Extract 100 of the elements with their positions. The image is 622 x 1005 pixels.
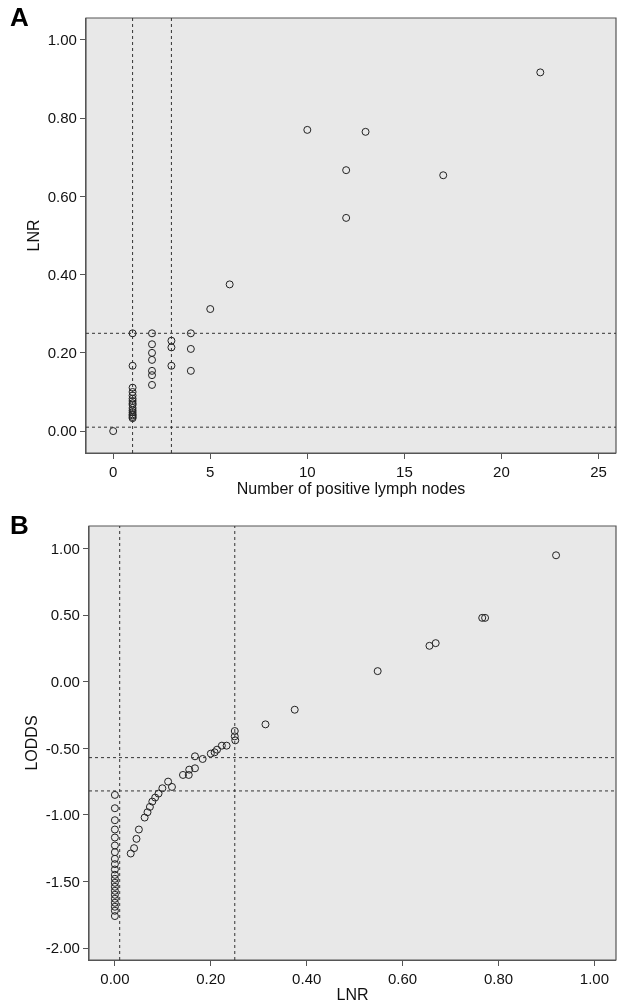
x-tick-label: 0.80: [483, 970, 514, 988]
x-axis-title: LNR: [336, 985, 369, 1003]
y-axis-title: LODDS: [22, 715, 40, 771]
point: [110, 882, 119, 891]
point: [128, 391, 137, 400]
point: [303, 125, 312, 134]
point: [110, 833, 119, 842]
chart-title: A: [10, 2, 29, 32]
point: [167, 343, 176, 352]
point: [109, 427, 118, 436]
point: [431, 639, 440, 648]
point: [128, 383, 137, 392]
point: [110, 870, 119, 879]
point: [552, 551, 561, 560]
point: [110, 874, 119, 883]
point: [342, 213, 351, 222]
x-tick-label: 25: [590, 463, 607, 481]
point: [148, 348, 157, 357]
point: [154, 789, 163, 798]
point: [110, 886, 119, 895]
y-tick-label: 0.60: [47, 187, 77, 205]
y-tick-label: 0.50: [50, 606, 80, 624]
point: [361, 127, 370, 136]
point: [222, 741, 231, 750]
point: [128, 329, 137, 338]
point: [231, 736, 240, 745]
y-tick-label: 0.40: [47, 265, 77, 283]
x-tick-label: 10: [298, 463, 316, 481]
point: [134, 825, 143, 834]
point: [110, 841, 119, 850]
chart-title: B: [10, 510, 29, 540]
point: [110, 854, 119, 863]
point: [225, 280, 234, 289]
point: [148, 797, 157, 806]
point: [110, 894, 119, 903]
point: [198, 754, 207, 763]
point: [167, 782, 176, 791]
x-tick-label: 1.00: [579, 970, 610, 988]
y-tick-label: -1.00: [45, 806, 80, 824]
point: [230, 732, 239, 741]
point: [190, 764, 199, 773]
point: [261, 720, 270, 729]
point: [110, 860, 119, 869]
y-tick-label: -0.50: [45, 739, 80, 757]
point: [110, 902, 119, 911]
point: [186, 366, 195, 375]
y-tick-label: 0.00: [50, 673, 80, 691]
point: [110, 906, 119, 915]
point: [145, 802, 154, 811]
point: [213, 745, 222, 754]
point: [185, 765, 194, 774]
x-tick-label: 0.60: [388, 970, 418, 988]
y-tick-label: -1.50: [45, 872, 80, 890]
point: [164, 777, 173, 786]
point: [230, 727, 239, 736]
point: [130, 844, 139, 853]
point: [110, 848, 119, 857]
point: [110, 912, 119, 921]
point: [110, 825, 119, 834]
y-tick-label: 0.80: [47, 109, 77, 127]
x-tick-label: 20: [493, 463, 510, 481]
point: [110, 816, 119, 825]
point: [148, 380, 157, 389]
point: [439, 171, 448, 180]
point: [126, 849, 135, 858]
point: [217, 741, 226, 750]
point: [167, 361, 176, 370]
point: [151, 793, 160, 802]
y-tick-label: -2.00: [45, 939, 80, 957]
x-tick-label: 0.40: [292, 970, 322, 988]
point: [536, 68, 545, 77]
point: [110, 790, 119, 799]
y-tick-label: 0.00: [47, 422, 77, 440]
x-tick-label: 5: [206, 463, 215, 481]
point: [158, 784, 167, 793]
point: [110, 898, 119, 907]
point: [184, 770, 193, 779]
point: [143, 808, 152, 817]
point: [148, 355, 157, 364]
point: [478, 613, 487, 622]
point: [148, 329, 157, 338]
y-tick-label: 0.20: [47, 344, 77, 362]
point: [110, 804, 119, 813]
point: [128, 387, 137, 396]
point: [110, 890, 119, 899]
point: [190, 752, 199, 761]
point: [186, 344, 195, 353]
y-tick-label: 1.00: [47, 31, 77, 49]
point: [128, 361, 137, 370]
point: [167, 336, 176, 345]
x-tick-label: 0: [109, 463, 118, 481]
point: [178, 770, 187, 779]
x-tick-label: 0.20: [196, 970, 226, 988]
y-tick-label: 1.00: [50, 539, 80, 557]
point: [148, 366, 157, 375]
point: [425, 641, 434, 650]
point: [206, 749, 215, 758]
point: [210, 748, 219, 757]
point: [342, 166, 351, 175]
point: [206, 305, 215, 314]
